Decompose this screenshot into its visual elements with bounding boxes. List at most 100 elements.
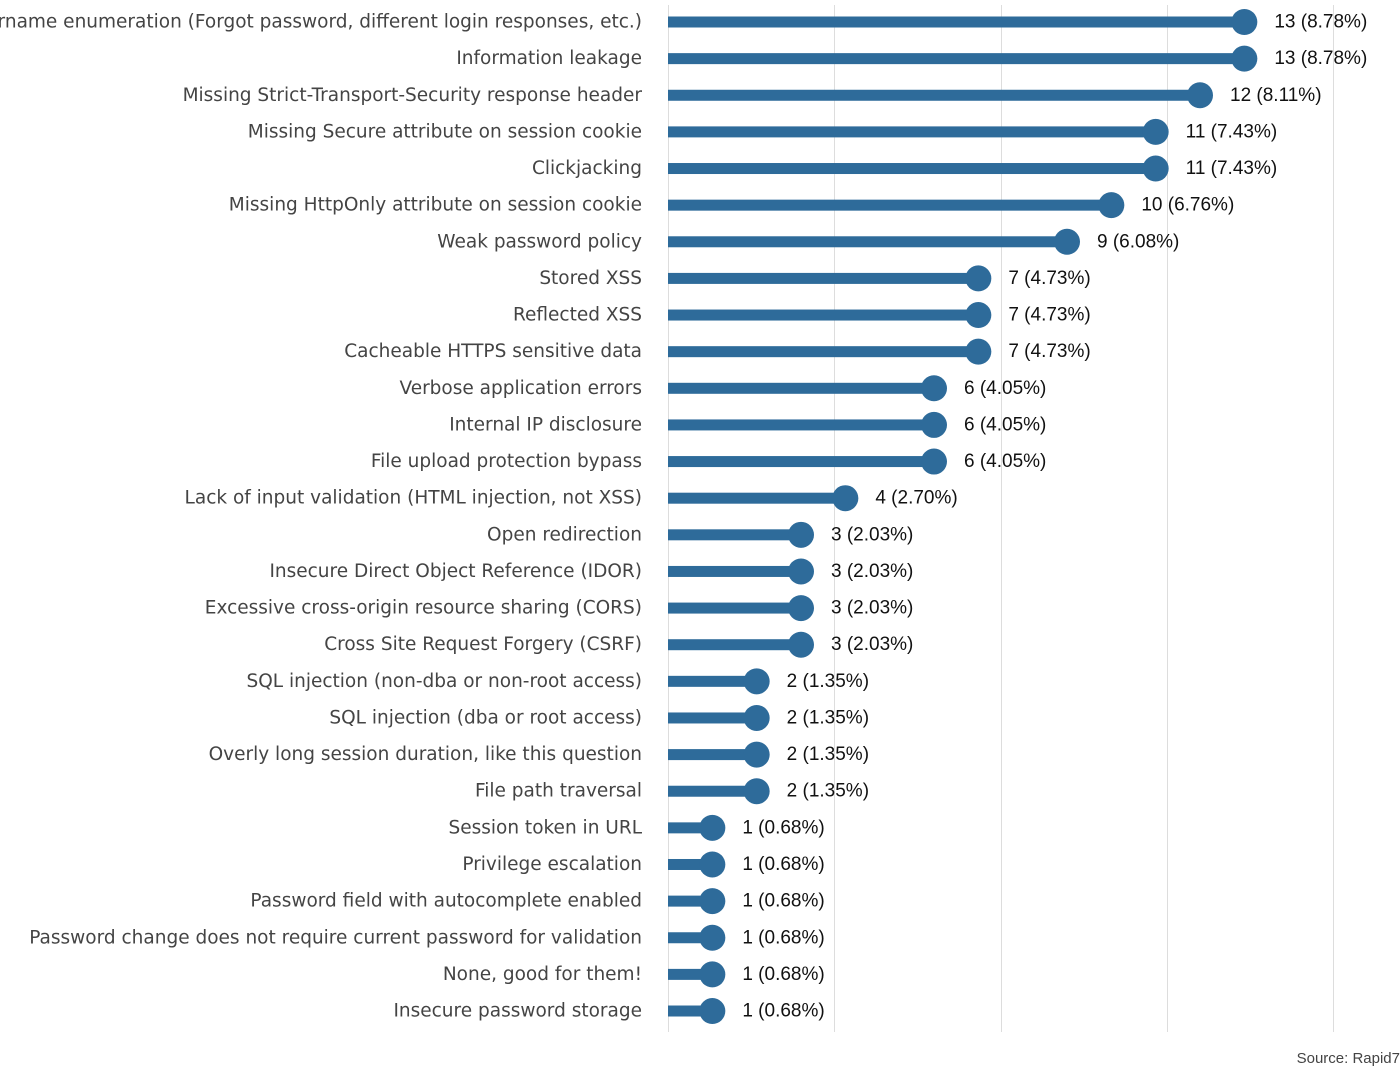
category-label: Internal IP disclosure — [449, 414, 642, 435]
bar-end-dot — [1143, 156, 1169, 182]
category-label: File path traversal — [475, 781, 642, 802]
category-label: Stored XSS — [539, 268, 642, 289]
category-label: Cross Site Request Forgery (CSRF) — [324, 634, 642, 655]
value-label: 2 (1.35%) — [787, 781, 869, 802]
bar-end-dot — [965, 339, 991, 365]
bar — [668, 419, 934, 430]
category-label: Verbose application errors — [399, 378, 642, 399]
value-label: 3 (2.03%) — [831, 524, 913, 545]
bar-end-dot — [1143, 119, 1169, 145]
bar — [668, 566, 801, 577]
source-note: Source: Rapid7 — [1297, 1050, 1400, 1067]
value-label: 10 (6.76%) — [1141, 195, 1234, 216]
bar — [668, 456, 934, 467]
value-label: 6 (4.05%) — [964, 378, 1046, 399]
category-labels: Username enumeration (Forgot password, d… — [0, 12, 643, 1022]
value-label: 3 (2.03%) — [831, 634, 913, 655]
category-label: Privilege escalation — [462, 854, 642, 875]
category-label: Weak password policy — [437, 231, 642, 252]
value-label: 1 (0.68%) — [742, 854, 824, 875]
bar — [668, 53, 1244, 64]
bar-end-dot — [699, 925, 725, 951]
value-label: 4 (2.70%) — [875, 488, 957, 509]
bar-end-dot — [744, 668, 770, 694]
value-label: 1 (0.68%) — [742, 927, 824, 948]
category-label: None, good for them! — [443, 964, 642, 985]
value-label: 6 (4.05%) — [964, 414, 1046, 435]
bar-end-dot — [1187, 82, 1213, 108]
bar-end-dot — [744, 705, 770, 731]
bar-end-dot — [1054, 229, 1080, 255]
category-label: Username enumeration (Forgot password, d… — [0, 12, 642, 33]
category-label: Reflected XSS — [513, 305, 642, 326]
category-label: Missing Strict-Transport-Security respon… — [183, 85, 643, 106]
bar-end-dot — [699, 888, 725, 914]
value-labels: 13 (8.78%) 13 (8.78%) 12 (8.11%) 11 (7.43%)… — [742, 12, 1367, 1022]
value-label: 3 (2.03%) — [831, 561, 913, 582]
bar-end-dot — [965, 302, 991, 328]
value-label: 1 (0.68%) — [742, 891, 824, 912]
category-label: Password change does not require current… — [29, 927, 642, 948]
bar — [668, 676, 757, 687]
value-label: 2 (1.35%) — [787, 707, 869, 728]
bar-end-dot — [832, 485, 858, 511]
bar — [668, 639, 801, 650]
bar — [668, 200, 1111, 211]
bar — [668, 786, 757, 797]
bar-end-dot — [788, 595, 814, 621]
bar — [668, 163, 1156, 174]
bar — [668, 273, 978, 284]
category-label: Insecure Direct Object Reference (IDOR) — [269, 561, 642, 582]
category-label: Session token in URL — [448, 817, 642, 838]
value-label: 2 (1.35%) — [787, 744, 869, 765]
value-label: 11 (7.43%) — [1186, 158, 1278, 179]
category-label: Excessive cross-origin resource sharing … — [205, 598, 642, 619]
bar-end-dot — [788, 558, 814, 584]
value-label: 7 (4.73%) — [1008, 268, 1090, 289]
value-label: 9 (6.08%) — [1097, 231, 1179, 252]
value-label: 1 (0.68%) — [742, 964, 824, 985]
value-label: 7 (4.73%) — [1008, 305, 1090, 326]
bar — [668, 603, 801, 614]
category-label: Missing HttpOnly attribute on session co… — [229, 195, 642, 216]
bar — [668, 493, 845, 504]
category-label: SQL injection (dba or root access) — [329, 707, 642, 728]
value-label: 1 (0.68%) — [742, 1001, 824, 1022]
category-label: Overly long session duration, like this … — [209, 744, 642, 765]
bar-end-dot — [699, 851, 725, 877]
bar-end-dot — [744, 778, 770, 804]
bar-end-dot — [921, 412, 947, 438]
bar-end-dot — [788, 522, 814, 548]
bar-end-dot — [699, 815, 725, 841]
category-label: Open redirection — [487, 524, 642, 545]
bar-end-dot — [699, 998, 725, 1024]
category-label: Password field with autocomplete enabled — [250, 891, 642, 912]
category-label: Missing Secure attribute on session cook… — [248, 121, 642, 142]
category-label: Cacheable HTTPS sensitive data — [344, 341, 642, 362]
bar — [668, 17, 1244, 28]
bar — [668, 712, 757, 723]
bar-end-dot — [699, 961, 725, 987]
bar-end-dot — [744, 742, 770, 768]
category-label: Information leakage — [456, 48, 642, 69]
category-label: File upload protection bypass — [371, 451, 642, 472]
category-label: Clickjacking — [532, 158, 642, 179]
value-label: 3 (2.03%) — [831, 598, 913, 619]
category-label: Lack of input validation (HTML injection… — [185, 488, 642, 509]
bar-end-dot — [788, 632, 814, 658]
category-label: SQL injection (non-dba or non-root acces… — [246, 671, 642, 692]
bar — [668, 749, 757, 760]
bar — [668, 126, 1156, 137]
bar — [668, 90, 1200, 101]
category-label: Insecure password storage — [393, 1001, 642, 1022]
bar-end-dot — [1098, 192, 1124, 218]
bar — [668, 383, 934, 394]
bar-end-dot — [1231, 46, 1257, 72]
bar-end-dot — [921, 449, 947, 475]
bar-end-dot — [1231, 9, 1257, 35]
bar — [668, 310, 978, 321]
bar — [668, 236, 1067, 247]
value-label: 7 (4.73%) — [1008, 341, 1090, 362]
value-label: 6 (4.05%) — [964, 451, 1046, 472]
